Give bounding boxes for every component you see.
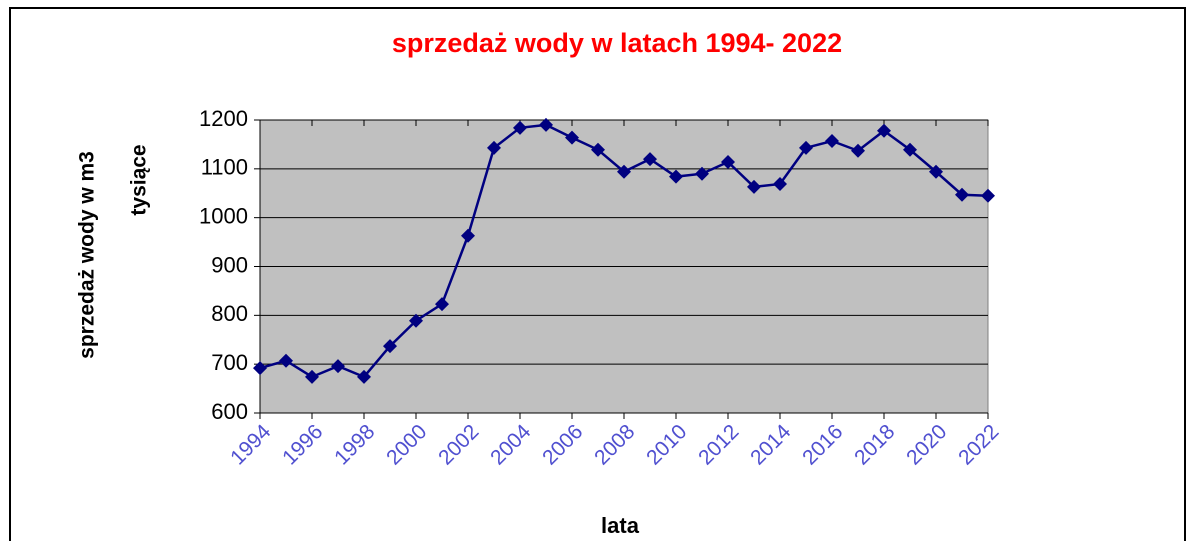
data-point bbox=[851, 143, 865, 158]
data-point bbox=[513, 120, 527, 135]
data-point bbox=[929, 164, 943, 179]
data-point bbox=[747, 179, 761, 194]
data-point bbox=[617, 164, 631, 179]
data-point bbox=[305, 369, 319, 384]
data-point bbox=[331, 359, 345, 374]
x-axis-label: lata bbox=[601, 513, 640, 538]
data-point bbox=[773, 176, 787, 191]
data-point bbox=[461, 228, 475, 243]
data-point bbox=[643, 152, 657, 167]
y-tick-label: 1100 bbox=[201, 155, 248, 180]
data-point bbox=[877, 123, 891, 138]
data-point bbox=[799, 140, 813, 155]
chart-title: sprzedaż wody w latach 1994- 2022 bbox=[392, 28, 842, 58]
y-axis-label: tysiące bbox=[128, 144, 151, 215]
data-point bbox=[539, 117, 553, 132]
data-point bbox=[435, 297, 449, 312]
data-point bbox=[253, 361, 267, 376]
data-point bbox=[955, 187, 969, 202]
data-point bbox=[981, 188, 995, 203]
y-tick-label: 1200 bbox=[199, 106, 248, 131]
data-point bbox=[695, 166, 709, 181]
data-point bbox=[825, 133, 839, 148]
data-point bbox=[903, 142, 917, 157]
data-point bbox=[721, 154, 735, 169]
data-point bbox=[409, 313, 423, 328]
data-point bbox=[279, 353, 293, 368]
y-tick-label: 1000 bbox=[199, 203, 248, 228]
y-tick-label: 900 bbox=[211, 252, 248, 277]
y-tick-label: 800 bbox=[211, 301, 248, 326]
data-point bbox=[383, 339, 397, 354]
data-point bbox=[669, 169, 683, 184]
y-tick-label: 700 bbox=[211, 350, 248, 375]
y-axis-label: sprzedaż wody w m3 bbox=[76, 151, 99, 359]
y-tick-label: 600 bbox=[211, 399, 248, 424]
data-point bbox=[591, 142, 605, 157]
data-point bbox=[357, 369, 371, 384]
data-point bbox=[487, 140, 501, 155]
data-point bbox=[565, 130, 579, 145]
